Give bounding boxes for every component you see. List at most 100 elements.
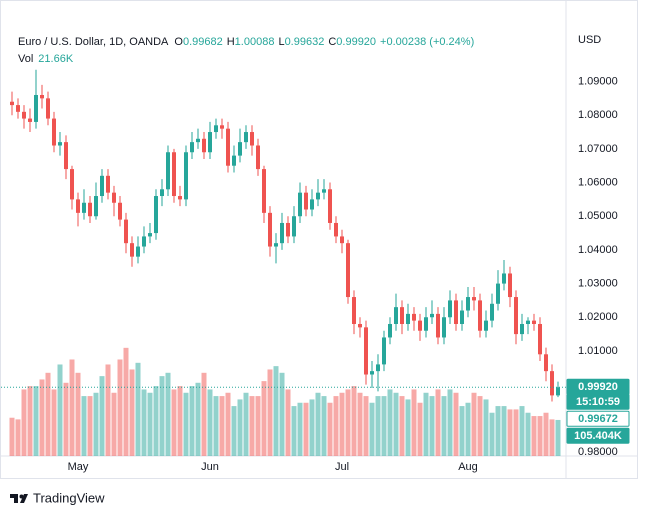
volume-current: 21.66K [38, 53, 74, 65]
candle-body [292, 216, 296, 237]
candle-body [250, 132, 254, 146]
volume-bar [429, 396, 435, 456]
candle-body [16, 105, 20, 112]
volume-bar [81, 396, 87, 456]
volume-bar [303, 402, 309, 456]
candle-body [442, 317, 446, 338]
brand-logo [10, 494, 28, 503]
candle-body [196, 138, 200, 143]
volume-bar [231, 406, 237, 456]
volume-bar [171, 389, 177, 456]
candle-body [406, 313, 410, 324]
change: +0.00238 (+0.24%) [380, 36, 474, 48]
volume-name: Vol [18, 53, 33, 65]
candle-body [502, 273, 506, 284]
candle-body [106, 175, 110, 193]
candle-body [400, 307, 404, 324]
candle-body [166, 152, 170, 190]
volume-bar [387, 389, 393, 456]
volume-bar [87, 396, 93, 456]
candle-body [22, 111, 26, 119]
candle-body [556, 387, 560, 396]
volume-bar [375, 396, 381, 456]
ohlc-key: L [278, 36, 284, 48]
volume-bar [27, 386, 33, 456]
candle-body [316, 192, 320, 200]
volume-bar [297, 402, 303, 456]
volume-bar [57, 364, 63, 456]
ohlc-value: 0.99682 [183, 36, 223, 48]
candle-body [376, 364, 380, 372]
volume-bar [15, 419, 21, 456]
candle-body [232, 155, 236, 166]
volume-bar [327, 402, 333, 456]
volume-bar [255, 396, 261, 456]
volume-bar [93, 392, 99, 456]
candle-body [262, 169, 266, 213]
candle-body [112, 192, 116, 203]
candle-body [280, 222, 284, 244]
volume-bar [423, 392, 429, 456]
countdown: 15:10:59 [576, 396, 620, 408]
volume-bar [363, 396, 369, 456]
candle-body [424, 317, 428, 331]
x-tick-label: May [68, 461, 89, 473]
volume-bar [411, 389, 417, 456]
candle-body [208, 132, 212, 153]
ohlc-value: 0.99920 [336, 36, 376, 48]
volume-bar [237, 399, 243, 456]
candle-body [58, 142, 62, 146]
volume-bar [201, 372, 207, 456]
volume-bar [555, 419, 561, 456]
volume-bar [417, 402, 423, 456]
volume-average-label-box [566, 427, 630, 444]
volume-bar [459, 406, 465, 456]
volume-bar [153, 386, 159, 456]
candle-body [118, 202, 122, 220]
candle-body [532, 320, 536, 324]
volume-bar [129, 369, 135, 456]
y-tick-label: 1.04000 [578, 244, 618, 256]
volume-bar [51, 389, 57, 456]
volume-bar [33, 386, 39, 456]
candle-body [28, 118, 32, 122]
volume-bar [435, 389, 441, 456]
ohlc-key: O [174, 36, 183, 48]
y-tick-label: 1.07000 [578, 143, 618, 155]
candle-body [148, 233, 152, 237]
header-legend: Euro / U.S. Dollar, 1D, OANDA O0.99682 H1.… [18, 36, 474, 48]
candle-body [304, 192, 308, 210]
candle-body [364, 327, 368, 375]
candle-body [334, 222, 338, 237]
candle-body [352, 297, 356, 324]
candle-body [82, 202, 86, 213]
candle-body [202, 138, 206, 153]
volume-bar [285, 389, 291, 456]
volume-bar [117, 359, 123, 456]
candle-body [526, 320, 530, 324]
candle-body [70, 169, 74, 200]
volume-bar [141, 389, 147, 456]
candle-body [136, 246, 140, 257]
volume-bar [453, 392, 459, 456]
volume-bar [39, 379, 45, 456]
candle-body [268, 212, 272, 247]
volume-bar [357, 392, 363, 456]
volume-bar [369, 402, 375, 456]
volume-bar [441, 396, 447, 456]
x-tick-label: Jun [201, 461, 219, 473]
volume-bar [507, 409, 513, 456]
y-tick-label: 1.09000 [578, 75, 618, 87]
volume-bar [207, 389, 213, 456]
y-tick-label: 1.05000 [578, 210, 618, 222]
volume-bar [183, 392, 189, 456]
candle-body [496, 283, 500, 304]
candle-body [244, 132, 248, 143]
candle-body [88, 202, 92, 217]
candle-body [274, 243, 278, 247]
candle-body [220, 125, 224, 129]
volume-bar [165, 372, 171, 456]
candle-body [328, 189, 332, 223]
volume-bar [159, 376, 165, 456]
